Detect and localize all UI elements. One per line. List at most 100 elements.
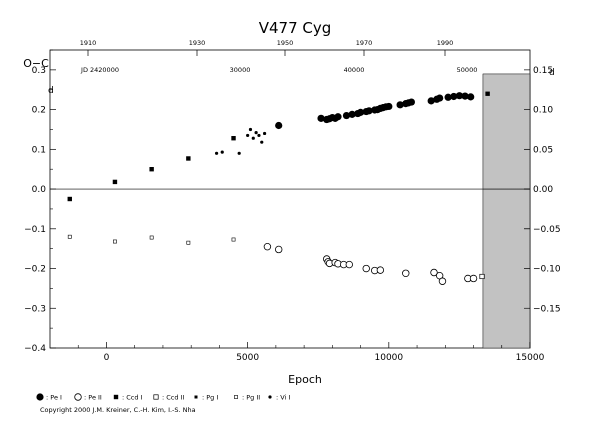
right-tick-label: −0.10 bbox=[533, 265, 561, 275]
data-point bbox=[450, 92, 458, 101]
data-point bbox=[317, 114, 325, 122]
y-unit-symbol: d bbox=[48, 86, 54, 96]
x-tick-label: 5000 bbox=[236, 353, 259, 363]
y-tick-label: 0.3 bbox=[32, 66, 46, 76]
data-point bbox=[231, 237, 236, 242]
series-pe-ii bbox=[263, 242, 478, 285]
legend-label: : Pg I bbox=[202, 394, 218, 402]
data-point bbox=[438, 277, 447, 285]
data-point bbox=[345, 260, 353, 269]
right-tick-label: 0.10 bbox=[533, 106, 553, 116]
y-axis: −0.4 −0.3 −0.2 −0.1 0.0 0.1 0.2 0.3 bbox=[24, 49, 56, 354]
series-ccd-ii bbox=[479, 273, 485, 280]
legend-marker bbox=[268, 395, 272, 399]
y-tick-label: −0.3 bbox=[24, 304, 46, 314]
top-axis: 1910 1930 1950 1970 1990 30000 40000 50000 bbox=[80, 39, 478, 74]
y-tick-label: 0.0 bbox=[32, 185, 47, 195]
right-tick-label: −0.05 bbox=[533, 225, 561, 235]
data-point bbox=[385, 102, 393, 111]
data-points bbox=[67, 91, 490, 285]
legend-label: : Ccd II bbox=[162, 394, 184, 402]
x-axis-title: Epoch bbox=[288, 373, 322, 386]
data-point bbox=[67, 234, 72, 239]
data-point bbox=[427, 97, 435, 105]
legend-marker bbox=[153, 394, 159, 400]
data-point bbox=[257, 133, 261, 138]
year-tick-label: 1990 bbox=[437, 39, 454, 47]
series-vi-i bbox=[214, 127, 267, 155]
data-point bbox=[262, 131, 267, 136]
data-point bbox=[263, 242, 272, 251]
legend-marker bbox=[74, 393, 82, 401]
data-point bbox=[275, 121, 283, 130]
x-tick-label: 0 bbox=[104, 353, 110, 363]
data-point bbox=[186, 156, 191, 161]
data-point bbox=[436, 94, 444, 102]
data-point bbox=[461, 92, 469, 100]
right-axis: −0.15 −0.10 −0.05 0.00 0.05 0.10 0.15 bbox=[524, 66, 561, 314]
right-unit-symbol: d bbox=[549, 68, 555, 78]
legend-label: : Pe I bbox=[46, 394, 62, 402]
data-point bbox=[67, 196, 72, 202]
x-tick-label: 15000 bbox=[516, 353, 545, 363]
year-tick-label: 1930 bbox=[189, 39, 206, 47]
data-point bbox=[356, 108, 365, 116]
data-point bbox=[348, 110, 356, 118]
legend-label: : Pg II bbox=[242, 394, 260, 402]
legend-marker bbox=[194, 395, 198, 399]
jd-tick-label: 40000 bbox=[344, 66, 365, 74]
data-point bbox=[251, 136, 255, 140]
legend: : Pe I : Pe II : Ccd I : Ccd II : Pg I : Pg I… bbox=[36, 393, 290, 402]
data-point bbox=[246, 133, 250, 138]
data-point bbox=[254, 131, 258, 135]
data-point bbox=[231, 136, 236, 141]
year-tick-label: 1910 bbox=[80, 39, 97, 47]
data-point bbox=[248, 127, 253, 132]
y-tick-label: 0.2 bbox=[32, 106, 46, 116]
legend-marker bbox=[234, 395, 238, 399]
y-tick-label: −0.2 bbox=[24, 265, 46, 275]
data-point bbox=[334, 113, 342, 121]
year-tick-label: 1950 bbox=[277, 39, 294, 47]
y-axis-title: O−C bbox=[23, 57, 49, 70]
data-point bbox=[430, 268, 438, 277]
chart-title: V477 Cyg bbox=[259, 19, 332, 37]
right-tick-label: 0.00 bbox=[533, 185, 553, 195]
data-point bbox=[444, 93, 452, 101]
data-point bbox=[396, 101, 404, 109]
series-pe-i bbox=[275, 92, 475, 130]
data-point bbox=[467, 93, 475, 101]
data-point bbox=[149, 235, 154, 240]
data-point bbox=[485, 91, 490, 96]
data-point bbox=[214, 151, 219, 155]
data-point bbox=[112, 179, 118, 185]
data-point bbox=[362, 264, 370, 273]
data-point bbox=[149, 167, 154, 172]
data-point bbox=[402, 269, 410, 278]
y-tick-label: −0.4 bbox=[24, 344, 46, 354]
data-point bbox=[479, 273, 485, 280]
top-axis-jd-label: JD 2420000 bbox=[80, 66, 119, 74]
x-tick-label: 10000 bbox=[375, 353, 404, 363]
copyright-notice: Copyright 2000 J.M. Kreiner, C.-H. Kim, … bbox=[40, 406, 196, 414]
legend-label: : Pe II bbox=[84, 394, 102, 402]
data-point bbox=[376, 266, 385, 274]
data-point bbox=[275, 245, 283, 254]
jd-tick-label: 50000 bbox=[457, 66, 478, 74]
jd-tick-label: 30000 bbox=[230, 66, 251, 74]
data-point bbox=[407, 98, 416, 106]
legend-marker bbox=[36, 393, 44, 401]
data-point bbox=[186, 240, 191, 245]
legend-label: : Vi I bbox=[276, 394, 290, 402]
data-point bbox=[260, 140, 264, 144]
right-tick-label: 0.05 bbox=[533, 145, 553, 155]
data-point bbox=[237, 151, 241, 155]
series-pg-ii bbox=[67, 234, 236, 245]
data-point bbox=[455, 92, 464, 100]
legend-marker bbox=[113, 394, 119, 400]
y-tick-label: −0.1 bbox=[24, 225, 46, 235]
data-point bbox=[113, 239, 117, 244]
data-point bbox=[469, 274, 478, 283]
legend-label: : Ccd I bbox=[122, 394, 143, 402]
